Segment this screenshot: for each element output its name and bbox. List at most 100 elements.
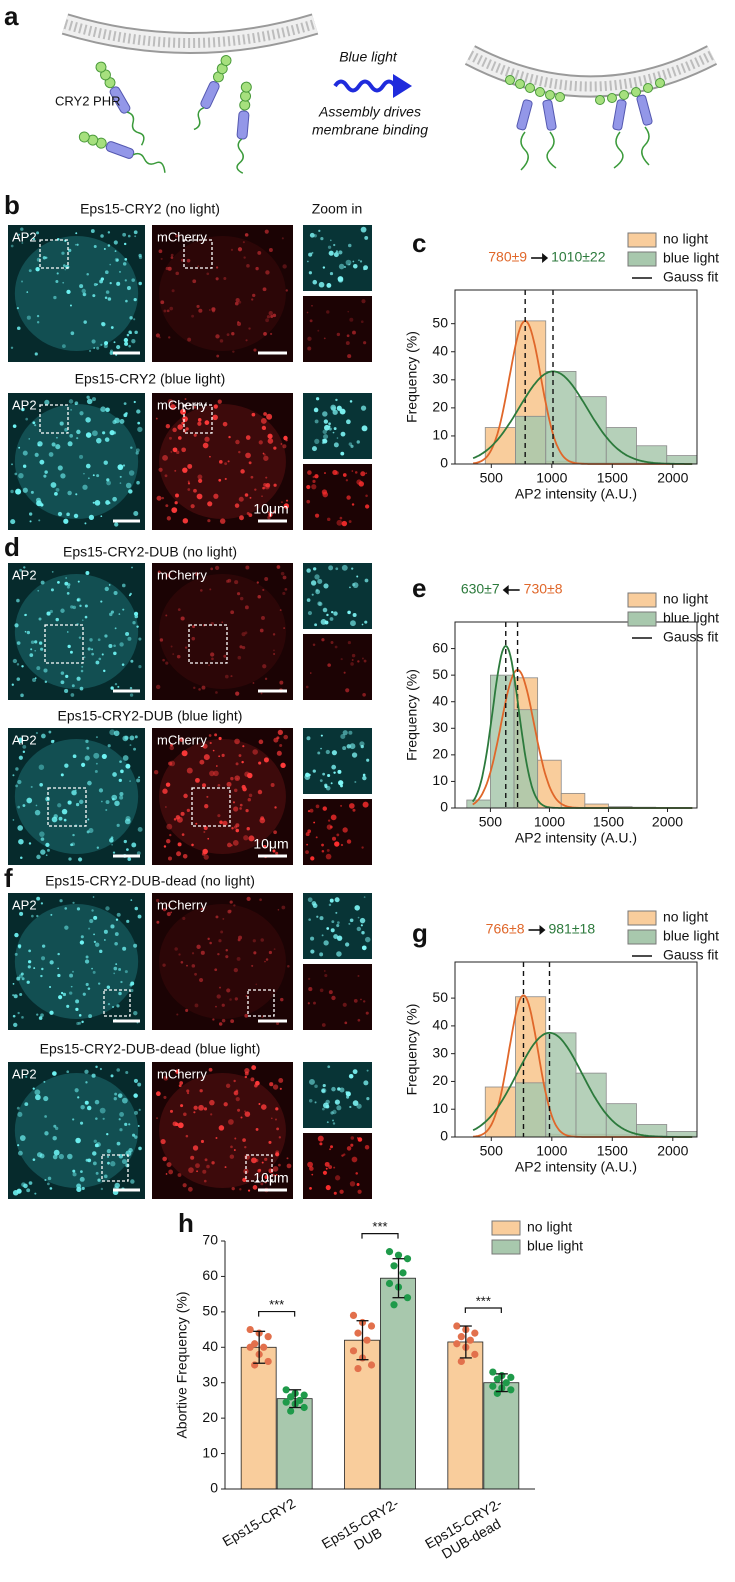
- puncta: [306, 568, 311, 573]
- puncta: [38, 1016, 43, 1020]
- legend-swatch: [491, 1239, 521, 1255]
- arrow-head: [542, 253, 549, 263]
- data-point: [349, 1311, 358, 1319]
- puncta: [331, 610, 334, 614]
- puncta: [16, 1188, 22, 1194]
- puncta: [43, 1096, 49, 1102]
- puncta: [96, 474, 100, 478]
- puncta: [345, 479, 349, 482]
- puncta: [34, 649, 37, 652]
- puncta: [183, 793, 188, 799]
- puncta: [329, 239, 332, 242]
- puncta: [233, 1079, 236, 1083]
- puncta: [175, 234, 179, 238]
- puncta: [333, 252, 339, 258]
- puncta: [223, 654, 227, 658]
- puncta: [26, 630, 31, 635]
- puncta: [105, 500, 110, 505]
- puncta: [351, 1156, 358, 1163]
- puncta: [14, 623, 19, 628]
- puncta: [194, 1003, 199, 1008]
- data-point: [471, 1350, 479, 1358]
- puncta: [265, 270, 270, 275]
- puncta: [91, 648, 94, 651]
- puncta: [177, 608, 181, 611]
- puncta: [337, 276, 344, 282]
- puncta: [44, 470, 48, 474]
- puncta: [200, 589, 203, 592]
- puncta: [332, 431, 335, 434]
- significance-label: ***: [269, 1297, 284, 1312]
- puncta: [348, 263, 351, 266]
- puncta: [138, 637, 142, 641]
- puncta: [35, 731, 39, 735]
- puncta: [172, 427, 177, 433]
- data-point: [246, 1325, 254, 1334]
- puncta: [103, 460, 108, 465]
- puncta: [306, 484, 311, 490]
- puncta: [183, 1112, 187, 1117]
- panel-label: a: [4, 1, 19, 31]
- puncta: [224, 674, 229, 679]
- puncta: [100, 600, 103, 603]
- puncta: [264, 1157, 268, 1162]
- puncta: [78, 857, 83, 862]
- channel-label: AP2: [12, 229, 37, 244]
- puncta: [197, 474, 203, 480]
- puncta: [87, 477, 90, 480]
- zoom-title: Zoom in: [312, 201, 363, 217]
- puncta: [333, 771, 336, 774]
- puncta: [359, 741, 365, 747]
- protein-bead: [643, 83, 653, 93]
- puncta: [286, 1163, 292, 1169]
- puncta: [198, 308, 203, 313]
- puncta: [164, 474, 168, 478]
- puncta: [32, 421, 36, 425]
- puncta: [128, 1148, 133, 1153]
- puncta: [361, 425, 368, 432]
- data-point: [363, 1336, 371, 1344]
- puncta: [72, 901, 75, 904]
- puncta: [104, 341, 109, 346]
- puncta: [40, 974, 43, 978]
- puncta: [36, 1152, 43, 1158]
- puncta: [110, 1074, 114, 1078]
- puncta: [348, 520, 352, 523]
- puncta: [172, 447, 178, 453]
- puncta: [215, 691, 218, 694]
- puncta: [283, 435, 288, 441]
- puncta: [321, 1088, 327, 1094]
- puncta: [306, 736, 311, 741]
- puncta: [124, 818, 131, 825]
- puncta: [209, 1099, 215, 1106]
- puncta: [255, 983, 258, 986]
- puncta: [190, 504, 195, 509]
- puncta: [45, 854, 48, 856]
- puncta: [99, 949, 103, 954]
- puncta: [352, 260, 355, 263]
- result-label: membrane binding: [312, 122, 428, 138]
- puncta: [236, 592, 241, 596]
- data-point: [349, 1347, 358, 1355]
- membrane: [467, 50, 715, 92]
- puncta: [319, 1142, 323, 1146]
- puncta: [43, 1080, 46, 1083]
- puncta: [328, 422, 331, 426]
- puncta: [363, 896, 366, 898]
- puncta: [354, 471, 358, 474]
- puncta: [311, 446, 317, 452]
- puncta: [187, 463, 193, 469]
- puncta: [20, 227, 24, 231]
- puncta: [334, 645, 338, 649]
- bead-cluster: [505, 75, 665, 105]
- puncta: [338, 263, 345, 270]
- puncta: [128, 344, 131, 348]
- puncta: [28, 512, 33, 516]
- puncta: [180, 1104, 184, 1108]
- puncta: [211, 1161, 215, 1165]
- puncta: [98, 657, 102, 661]
- puncta: [69, 973, 74, 978]
- puncta: [165, 614, 168, 617]
- puncta: [257, 789, 263, 795]
- cell: [159, 573, 286, 690]
